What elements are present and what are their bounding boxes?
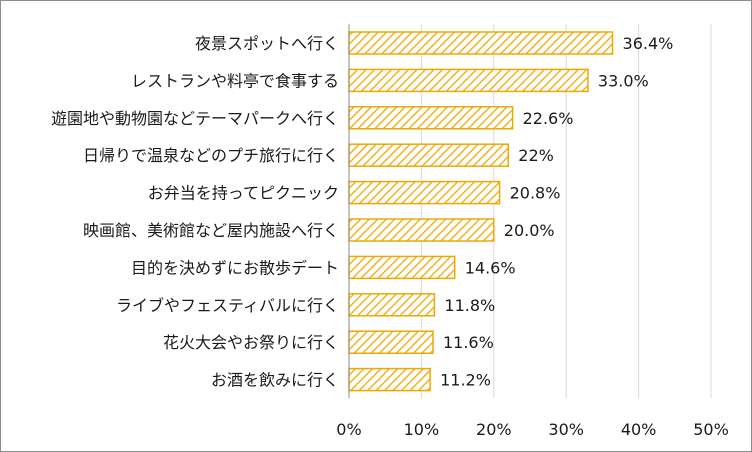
- data-label: 11.6%: [443, 333, 494, 352]
- data-label: 22.6%: [523, 109, 574, 128]
- category-label: 映画館、美術館など屋内施設へ行く: [83, 221, 339, 240]
- bar: [348, 218, 495, 242]
- bar: [348, 68, 589, 93]
- data-label: 14.6%: [465, 258, 516, 277]
- bar: [348, 31, 614, 55]
- bar: [348, 143, 510, 167]
- data-label: 11.2%: [440, 371, 491, 390]
- category-label: ライブやフェスティバルに行く: [116, 296, 339, 315]
- x-tick-label: 10%: [404, 420, 440, 439]
- bars: [348, 31, 614, 392]
- data-label: 33.0%: [598, 71, 649, 90]
- data-label: 20.0%: [504, 221, 555, 240]
- x-tick-label: 40%: [621, 420, 657, 439]
- category-label: お酒を飲みに行く: [211, 371, 339, 390]
- x-tick-label: 50%: [693, 420, 729, 439]
- data-label: 36.4%: [623, 34, 674, 53]
- bar: [348, 330, 434, 354]
- category-label: 目的を決めずにお散歩デート: [131, 258, 339, 277]
- category-label: 夜景スポットへ行く: [195, 34, 339, 53]
- category-label: 花火大会やお祭りに行く: [163, 333, 339, 352]
- bar: [348, 180, 501, 205]
- bar: [348, 367, 431, 392]
- category-label: レストランや料亭で食事する: [131, 71, 339, 90]
- category-label: お弁当を持ってピクニック: [148, 184, 339, 203]
- data-label: 22%: [518, 146, 554, 165]
- category-labels: 夜景スポットへ行くレストランや料亭で食事する遊園地や動物園などテーマパークへ行く…: [51, 34, 339, 390]
- x-tick-label: 30%: [548, 420, 584, 439]
- data-label: 11.8%: [444, 296, 495, 315]
- data-label: 20.8%: [510, 184, 561, 203]
- bar: [348, 255, 456, 280]
- x-tick-label: 20%: [476, 420, 512, 439]
- tick-labels: 0% 10% 20% 30% 40% 50%: [336, 420, 728, 439]
- category-label: 遊園地や動物園などテーマパークへ行く: [51, 109, 339, 128]
- category-label: 日帰りで温泉などのプチ旅行に行く: [83, 146, 339, 165]
- value-labels: 36.4% 33.0% 22.6% 22% 20.8% 20.0% 14.6% 11.8% 11…: [440, 34, 673, 390]
- x-tick-label: 0%: [336, 420, 361, 439]
- bar: [348, 106, 514, 130]
- bar: [348, 293, 436, 317]
